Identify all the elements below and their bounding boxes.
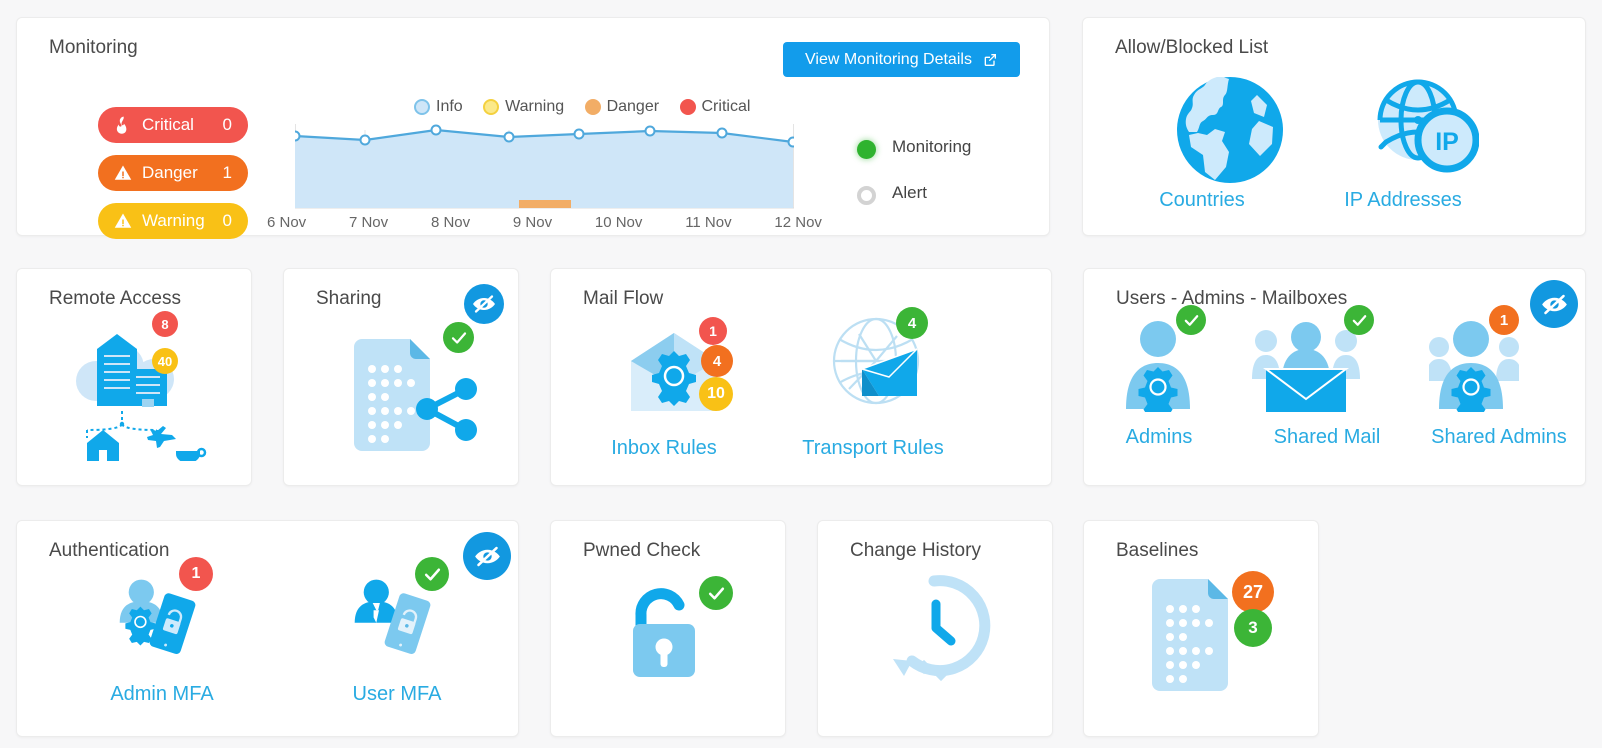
- svg-text:IP: IP: [1435, 128, 1459, 156]
